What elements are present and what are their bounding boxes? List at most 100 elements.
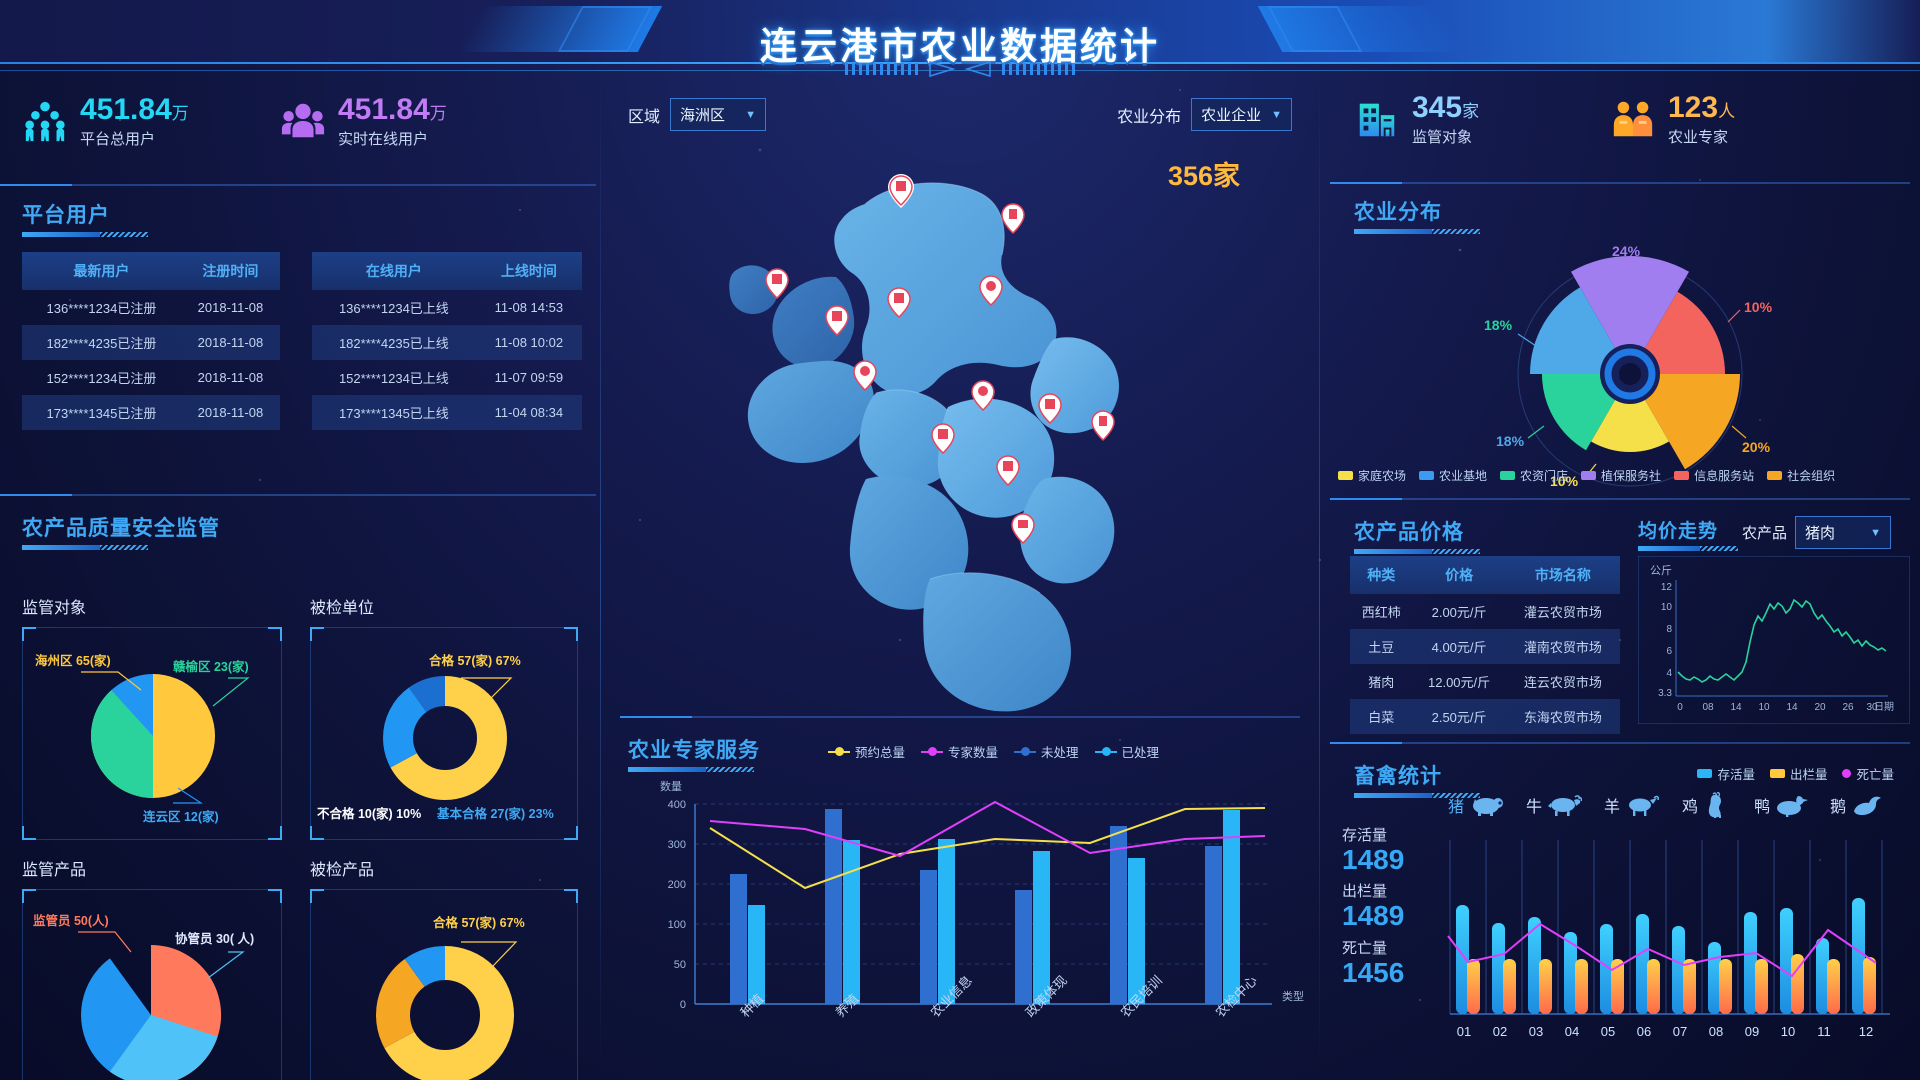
bar-chart-livestock[interactable]: 01 02 03 04 05 06 07 08 09 10 11 12 bbox=[1442, 832, 1904, 1052]
x-tick-label: 02 bbox=[1493, 1024, 1507, 1039]
chicken-icon bbox=[1708, 792, 1722, 818]
cell-kind: 猪肉 bbox=[1368, 675, 1395, 690]
trend-product-select[interactable]: 猪肉 ▼ bbox=[1795, 516, 1892, 549]
cell-user: 136****1234已注册 bbox=[46, 301, 157, 316]
map-marker-pin[interactable] bbox=[1000, 202, 1026, 241]
map-marker-pin[interactable] bbox=[852, 359, 878, 398]
legend-item[interactable]: 信息服务站 bbox=[1674, 467, 1754, 484]
animal-option-pig[interactable]: 猪 bbox=[1448, 793, 1504, 817]
region-map[interactable] bbox=[630, 149, 1290, 719]
svg-text:300: 300 bbox=[668, 839, 686, 851]
pig-icon bbox=[1473, 798, 1504, 816]
legend-item[interactable]: 预约总量 bbox=[828, 742, 905, 761]
rose-label-social-org: 20% bbox=[1742, 439, 1771, 455]
legend-swatch-agri-base bbox=[1419, 471, 1435, 480]
title-underline-hatch bbox=[100, 232, 148, 237]
legend-swatch-expert-count bbox=[921, 746, 944, 756]
animal-label: 鸭 bbox=[1754, 799, 1771, 816]
donut-label-basic-qualified: 基本合格 27(家) 23% bbox=[437, 807, 554, 821]
legend-item[interactable]: 社会组织 bbox=[1767, 467, 1835, 484]
table-row[interactable]: 182****4235已上线 11-08 10:02 bbox=[312, 325, 582, 360]
x-tick-label: 08 bbox=[1702, 702, 1714, 713]
stat-label: 农业专家 bbox=[1668, 128, 1729, 146]
y-tick-label: 3.3 bbox=[1658, 688, 1672, 699]
region-select[interactable]: 海洲区 ▼ bbox=[670, 98, 767, 131]
legend-item[interactable]: 存活量 bbox=[1697, 764, 1755, 783]
cell-kind: 西红柿 bbox=[1361, 605, 1401, 620]
title-underline-hatch bbox=[706, 767, 754, 772]
map-marker-pin[interactable] bbox=[1037, 392, 1063, 431]
svg-text:400: 400 bbox=[668, 799, 686, 811]
map-marker-pin[interactable] bbox=[824, 304, 850, 343]
legend-label: 信息服务站 bbox=[1694, 469, 1755, 483]
x-tick-label: 14 bbox=[1786, 702, 1798, 713]
animal-option-goose[interactable]: 鹅 bbox=[1830, 793, 1884, 817]
table-row[interactable]: 土豆 4.00元/斤 灌南农贸市场 bbox=[1350, 629, 1620, 664]
header-divider-line bbox=[0, 62, 1920, 64]
table-row[interactable]: 猪肉 12.00元/斤 连云农贸市场 bbox=[1350, 664, 1620, 699]
section-label: 畜禽统计 bbox=[1354, 765, 1442, 788]
legend-item[interactable]: 家庭农场 bbox=[1338, 467, 1406, 484]
legend-item[interactable]: 农资门店 bbox=[1500, 467, 1568, 484]
chart-title-supervised-products: 监管产品 bbox=[22, 862, 87, 879]
table-row[interactable]: 173****1345已上线 11-04 08:34 bbox=[312, 395, 582, 430]
bar-chart-expert-service[interactable]: 数量 400 300 200 100 50 0 类型 bbox=[620, 774, 1310, 1074]
legend-item[interactable]: 已处理 bbox=[1094, 742, 1160, 761]
pie-chart-supervised-objects[interactable] bbox=[23, 628, 283, 841]
x-tick-label: 30 bbox=[1866, 702, 1878, 713]
stat-label: 监管对象 bbox=[1412, 128, 1473, 146]
map-marker-pin[interactable] bbox=[995, 454, 1021, 493]
animal-option-chicken[interactable]: 鸡 bbox=[1682, 792, 1732, 818]
legend-item[interactable]: 死亡量 bbox=[1842, 764, 1894, 783]
x-tick-label: 08 bbox=[1709, 1024, 1723, 1039]
legend-item[interactable]: 农业基地 bbox=[1419, 467, 1487, 484]
cow-icon bbox=[1548, 795, 1583, 816]
rose-label-info-station: 10% bbox=[1744, 299, 1773, 315]
x-tick-label: 04 bbox=[1565, 1024, 1579, 1039]
map-marker-pin[interactable] bbox=[888, 174, 914, 213]
x-tick-label: 11 bbox=[1817, 1024, 1831, 1039]
section-label: 农业分布 bbox=[1354, 201, 1442, 224]
table-row[interactable]: 136****1234已注册 2018-11-08 bbox=[22, 290, 280, 325]
map-marker-pin[interactable] bbox=[930, 422, 956, 461]
legend-swatch-social-org bbox=[1767, 471, 1783, 480]
title-underline-hatch bbox=[1432, 793, 1480, 798]
map-marker-pin[interactable] bbox=[978, 274, 1004, 313]
table-row[interactable]: 152****1234已上线 11-07 09:59 bbox=[312, 360, 582, 395]
donut-chart-inspected-units[interactable] bbox=[311, 628, 579, 841]
animal-label: 牛 bbox=[1526, 799, 1543, 816]
table-row[interactable]: 136****1234已上线 11-08 14:53 bbox=[312, 290, 582, 325]
map-marker-pin[interactable] bbox=[970, 379, 996, 418]
animal-option-cow[interactable]: 牛 bbox=[1526, 793, 1583, 817]
animal-label: 猪 bbox=[1448, 799, 1465, 816]
table-row[interactable]: 152****1234已注册 2018-11-08 bbox=[22, 360, 280, 395]
legend-item[interactable]: 植保服务社 bbox=[1581, 467, 1661, 484]
table-row[interactable]: 173****1345已注册 2018-11-08 bbox=[22, 395, 280, 430]
pie-chart-supervised-products[interactable] bbox=[23, 890, 283, 1080]
map-marker-pin[interactable] bbox=[764, 267, 790, 306]
table-row[interactable]: 白菜 2.50元/斤 东海农贸市场 bbox=[1350, 699, 1620, 734]
stat-supervised-objects: 345家 监管对象 bbox=[1354, 92, 1479, 147]
animal-option-goat[interactable]: 羊 bbox=[1604, 793, 1660, 817]
rose-label-plant-protection: 24% bbox=[1612, 243, 1641, 259]
bars-slaughter bbox=[1467, 954, 1876, 1014]
map-marker-pin[interactable] bbox=[1010, 512, 1036, 551]
table-row[interactable]: 182****4235已注册 2018-11-08 bbox=[22, 325, 280, 360]
x-tick-label: 20 bbox=[1814, 702, 1826, 713]
line-chart-price-trend[interactable]: 公斤 12 10 8 6 4 3.3 0 08 14 10 14 20 26 3… bbox=[1638, 556, 1910, 724]
distribution-select[interactable]: 农业企业 ▼ bbox=[1191, 98, 1292, 131]
legend-label: 已处理 bbox=[1121, 746, 1160, 760]
header-bar: 连云港市农业数据统计 bbox=[0, 0, 1920, 78]
legend-item[interactable]: 未处理 bbox=[1014, 742, 1079, 761]
stat-unit: 人 bbox=[1718, 102, 1736, 121]
cell-time: 11-07 09:59 bbox=[494, 370, 564, 385]
section-label: 平台用户 bbox=[22, 204, 110, 227]
map-marker-pin[interactable] bbox=[886, 286, 912, 325]
map-marker-pin[interactable] bbox=[1090, 409, 1116, 448]
legend-item[interactable]: 专家数量 bbox=[921, 742, 998, 761]
table-row[interactable]: 西红柿 2.00元/斤 灌云农贸市场 bbox=[1350, 594, 1620, 629]
donut-chart-inspected-products[interactable] bbox=[311, 890, 579, 1080]
region-label: 区域 bbox=[628, 108, 661, 126]
legend-item[interactable]: 出栏量 bbox=[1769, 764, 1827, 783]
animal-option-duck[interactable]: 鸭 bbox=[1754, 793, 1809, 817]
